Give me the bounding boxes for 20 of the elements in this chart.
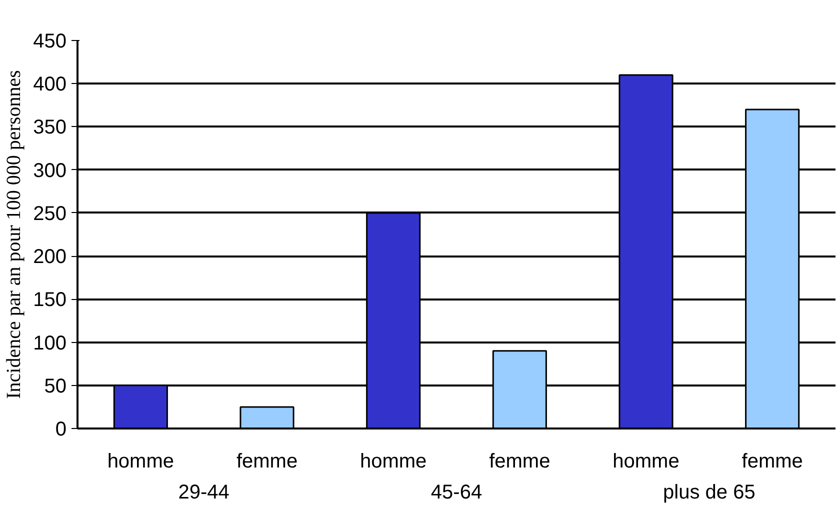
x-tick-label: homme xyxy=(107,450,174,472)
x-tick-label: homme xyxy=(360,450,427,472)
text: 29-44 xyxy=(178,482,230,504)
text: plus de 65 xyxy=(663,482,756,504)
y-tick-label: 350 xyxy=(33,116,67,139)
y-tick-label: 450 xyxy=(33,30,67,52)
text: 45-64 xyxy=(430,482,482,504)
x-tick-label: femme xyxy=(489,450,550,472)
y-tick-label: 200 xyxy=(33,246,67,268)
x-tick-label: femme xyxy=(236,450,298,472)
y-tick-label: 250 xyxy=(33,202,67,225)
y-tick-label: 150 xyxy=(33,289,67,312)
y-tick-label: 400 xyxy=(33,74,67,96)
y-axis-title: Incidence par an pour 100 000 personnes xyxy=(3,70,26,399)
y-tick-label: 300 xyxy=(33,160,67,182)
y-tick-label: 50 xyxy=(44,375,67,398)
y-tick-label: 100 xyxy=(33,332,67,354)
y-tick-label: 0 xyxy=(55,418,66,440)
x-tick-label: homme xyxy=(612,450,680,472)
x-tick-label: femme xyxy=(742,450,803,472)
